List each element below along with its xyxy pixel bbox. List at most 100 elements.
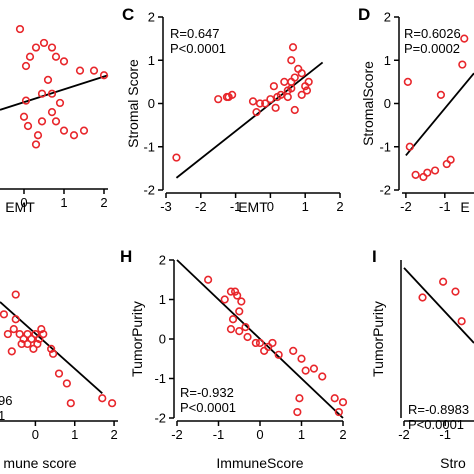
y-tick-label: -1	[154, 371, 166, 386]
data-point	[47, 108, 57, 117]
data-point	[405, 142, 414, 151]
data-point	[288, 43, 298, 52]
data-point	[411, 170, 420, 179]
x-tick-label: -2	[398, 427, 410, 442]
regression-line	[405, 72, 474, 156]
x-tick-label: -3	[160, 199, 172, 214]
data-point	[243, 332, 252, 342]
data-point	[107, 399, 117, 408]
data-point	[418, 293, 427, 302]
data-point	[260, 346, 269, 355]
data-point	[0, 310, 9, 319]
data-point	[222, 92, 231, 102]
regression-line	[175, 61, 324, 179]
data-point	[283, 92, 292, 102]
data-point	[295, 394, 304, 403]
y-tick-label: -1	[379, 139, 391, 154]
data-point	[29, 344, 38, 353]
data-point	[48, 349, 58, 358]
data-point	[23, 329, 32, 339]
data-point	[27, 334, 36, 344]
data-point	[172, 153, 181, 162]
x-axis-label: mune score	[3, 455, 76, 471]
data-point	[231, 287, 240, 296]
y-tick-label: 0	[384, 96, 391, 111]
data-point	[31, 140, 41, 149]
y-tick-label: 2	[384, 10, 391, 25]
data-point	[62, 379, 71, 388]
data-point	[266, 95, 275, 104]
data-point	[330, 394, 339, 403]
data-point	[69, 131, 79, 140]
data-point	[47, 43, 57, 52]
x-tick-label: 0	[32, 427, 39, 442]
data-point	[280, 77, 289, 86]
data-point	[47, 89, 57, 98]
data-point	[241, 323, 250, 332]
regression-line	[0, 74, 109, 111]
data-point	[458, 60, 467, 69]
data-point	[287, 84, 296, 93]
data-point	[43, 75, 53, 84]
data-point	[233, 291, 242, 300]
data-point	[17, 339, 26, 349]
data-point	[9, 325, 18, 334]
data-point	[23, 121, 33, 131]
data-point	[248, 97, 258, 106]
data-point	[297, 90, 306, 99]
x-tick-label: 0	[256, 427, 263, 442]
data-point	[59, 126, 69, 135]
data-point	[309, 364, 319, 373]
x-tick-label: 1	[60, 195, 67, 210]
data-point	[220, 295, 229, 304]
x-tick-label: -1	[230, 199, 242, 214]
x-tick-label: -2	[400, 199, 412, 214]
x-axis-label: ImmuneScore	[216, 455, 303, 471]
data-point	[25, 52, 35, 61]
x-tick-label: 1	[298, 427, 305, 442]
data-point	[261, 99, 270, 108]
stat-text: P<0.0001	[408, 417, 464, 432]
data-point	[289, 346, 298, 355]
data-point	[35, 334, 44, 344]
x-tick-label: 0	[267, 199, 274, 214]
data-point	[33, 339, 42, 349]
data-point	[51, 52, 61, 61]
x-tick-label: 2	[100, 195, 107, 210]
data-point	[226, 325, 236, 334]
y-tick-label: -2	[143, 183, 155, 198]
data-point	[59, 57, 69, 66]
data-point	[251, 338, 260, 348]
data-point	[19, 112, 29, 121]
y-tick-label: 1	[384, 53, 391, 68]
x-tick-label: -1	[439, 199, 451, 214]
data-point	[21, 96, 31, 105]
data-point	[47, 344, 56, 353]
data-point	[19, 334, 28, 344]
data-point	[334, 407, 343, 417]
panel-c: -3 -2 -1 0 1 2-2-1012CR=0.647P<0.0001EMTStrom…	[122, 5, 344, 215]
data-point	[99, 71, 109, 80]
panel-label: I	[372, 247, 377, 266]
x-tick-label: 2	[336, 199, 343, 214]
data-point	[214, 95, 223, 104]
data-point	[11, 315, 20, 324]
data-point	[235, 307, 244, 316]
data-point	[457, 317, 466, 326]
y-tick-label: -2	[379, 183, 391, 198]
data-point	[98, 394, 107, 403]
data-point	[79, 126, 89, 135]
stat-text: P<0.0001	[170, 41, 226, 56]
data-point	[55, 98, 65, 108]
data-point	[237, 297, 246, 306]
data-point	[3, 329, 12, 339]
data-point	[89, 66, 99, 75]
data-point	[460, 34, 469, 43]
data-point	[7, 347, 16, 356]
data-point	[228, 315, 238, 324]
x-tick-label: 2	[339, 427, 346, 442]
data-point	[235, 327, 244, 336]
x-tick-label: 1	[71, 427, 78, 442]
